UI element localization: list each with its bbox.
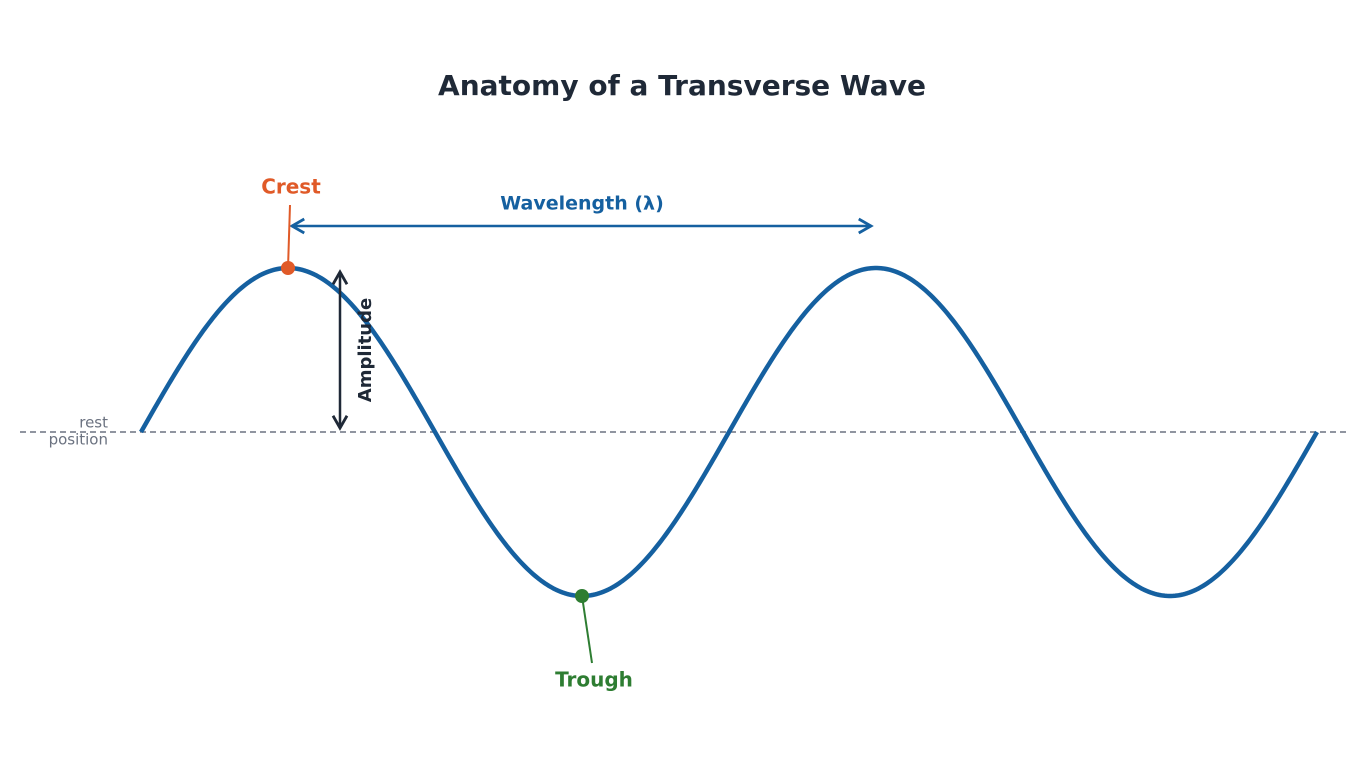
trough-point xyxy=(575,589,589,603)
crest-point xyxy=(281,261,295,275)
crest-label: Crest xyxy=(261,175,321,199)
trough-label: Trough xyxy=(555,668,633,692)
wavelength-label: Wavelength (λ) xyxy=(500,193,664,215)
rest-label: rest xyxy=(79,414,108,432)
trough-leader xyxy=(581,595,593,664)
rest-label: position xyxy=(49,431,108,449)
amplitude-label: Amplitude xyxy=(355,298,376,402)
crest-leader xyxy=(287,204,291,269)
title: Anatomy of a Transverse Wave xyxy=(438,69,926,102)
